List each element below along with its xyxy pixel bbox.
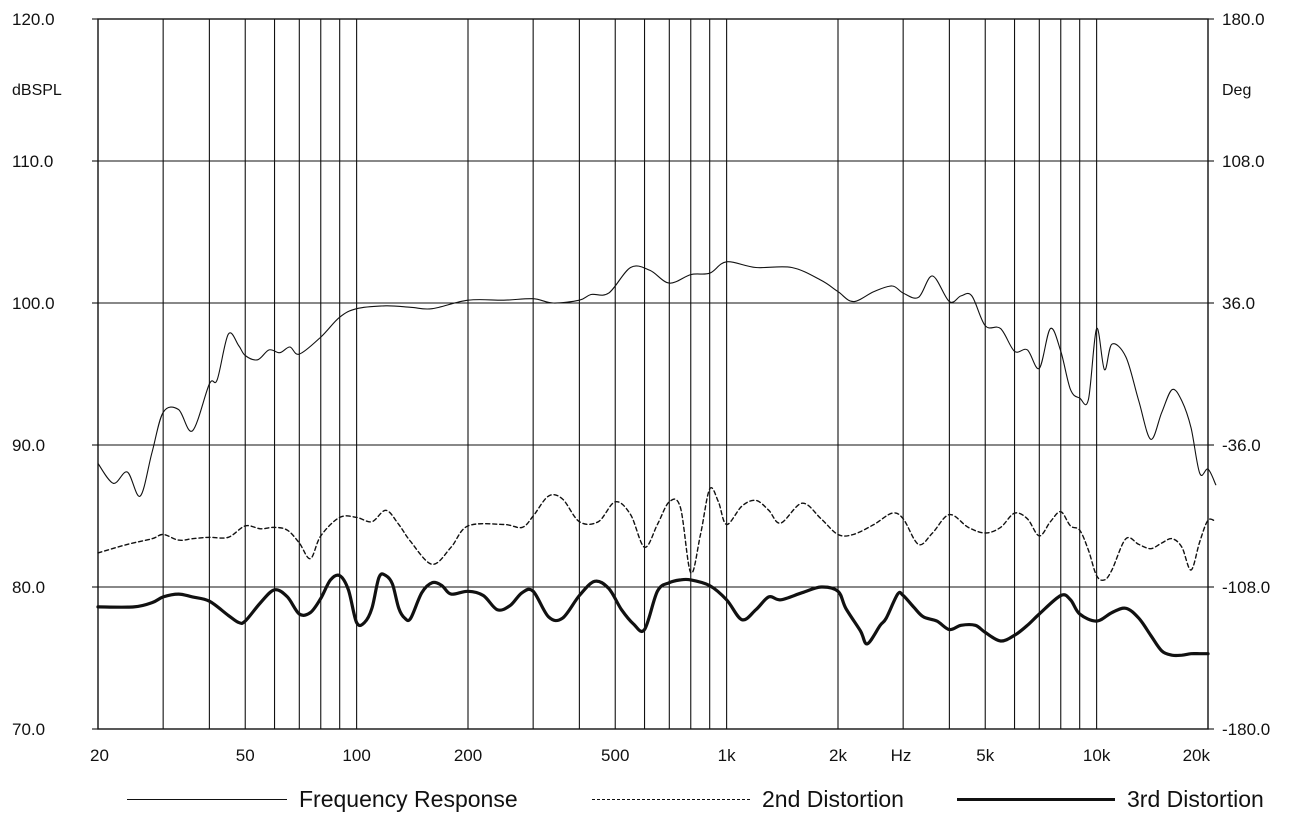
legend: Frequency Response 2nd Distortion 3rd Di… [0, 782, 1294, 816]
y2-tick-label: -180.0 [1222, 720, 1270, 739]
series-line-3rd-distortion [96, 572, 1210, 658]
legend-item-3rd-distortion: 3rd Distortion [957, 782, 1264, 816]
legend-item-frequency-response: Frequency Response [127, 782, 518, 816]
legend-swatch-dashed [592, 798, 750, 800]
axis-labels: dBSPL Deg Hz 120.0 110.0 100.0 90.0 80.0 70.0… [12, 10, 1270, 765]
x-tick-label: 5k [976, 746, 994, 765]
plot-frame [97, 18, 1209, 730]
x-tick-label: 100 [342, 746, 370, 765]
x-tick-label: 500 [601, 746, 629, 765]
y-tick-label: 80.0 [12, 578, 45, 597]
x-tick-label: 20k [1183, 746, 1211, 765]
y2-tick-label: 108.0 [1222, 152, 1265, 171]
x-tick-label: 200 [454, 746, 482, 765]
y-tick-label: 70.0 [12, 720, 45, 739]
legend-label-frequency-response: Frequency Response [299, 785, 518, 812]
series-line-frequency-response [97, 261, 1217, 497]
legend-label-3rd-distortion: 3rd Distortion [1127, 785, 1264, 812]
y2-tick-label: 180.0 [1222, 10, 1265, 29]
y-tick-label: 90.0 [12, 436, 45, 455]
y-tick-label: 100.0 [12, 294, 55, 313]
series-line-2nd-distortion [97, 487, 1217, 582]
y-axis-label: dBSPL [12, 82, 62, 99]
y2-axis-label: Deg [1222, 82, 1251, 99]
series-lines [96, 261, 1217, 658]
x-tick-label: 2k [829, 746, 847, 765]
frequency-response-chart: dBSPL Deg Hz 120.0 110.0 100.0 90.0 80.0 70.0… [12, 10, 1270, 765]
y-tick-label: 120.0 [12, 10, 55, 29]
y2-tick-label: 36.0 [1222, 294, 1255, 313]
legend-swatch-solid-thick [957, 797, 1115, 801]
x-tick-label: 10k [1083, 746, 1111, 765]
y-tick-label: 110.0 [12, 152, 53, 171]
y2-tick-label: -108.0 [1222, 578, 1270, 597]
grid [92, 18, 1214, 730]
y2-tick-label: -36.0 [1222, 436, 1261, 455]
x-tick-label: 1k [718, 746, 736, 765]
x-unit-label: Hz [891, 746, 912, 765]
legend-item-2nd-distortion: 2nd Distortion [592, 782, 904, 816]
x-tick-label: 50 [236, 746, 255, 765]
legend-label-2nd-distortion: 2nd Distortion [762, 785, 904, 812]
x-tick-label: 20 [90, 746, 109, 765]
legend-swatch-solid-thin [127, 798, 287, 800]
